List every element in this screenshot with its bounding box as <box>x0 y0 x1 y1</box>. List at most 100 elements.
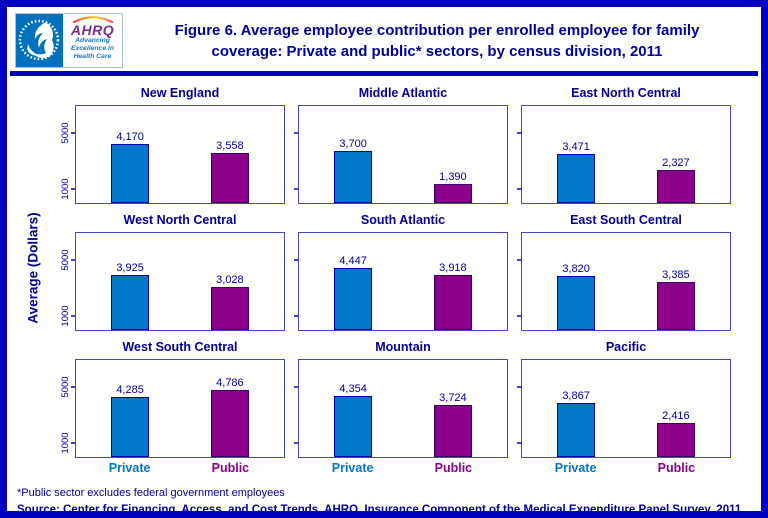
public-bar-value: 3,558 <box>216 139 244 152</box>
private-bar: 4,447 <box>334 255 373 330</box>
public-bar: 3,028 <box>210 274 249 330</box>
division-title: New England <box>140 86 220 100</box>
division-title: Mountain <box>375 340 431 354</box>
public-bar-value: 3,918 <box>439 261 467 274</box>
small-multiples-grid: New England 5000 1000 4,170 3,558 Privat… <box>60 86 731 477</box>
division-title: West South Central <box>122 340 238 354</box>
y-tick-label-5000: 5000 <box>60 122 71 144</box>
x-label-public: Public <box>211 461 250 475</box>
division-panel: East South Central 5000 1000 3,820 3,385… <box>517 213 731 331</box>
plot-area: 5000 1000 3,700 1,390 <box>294 105 508 204</box>
y-tick-mark-1000 <box>71 441 76 444</box>
x-label-private: Private <box>331 461 374 475</box>
private-bar-value: 3,700 <box>339 138 367 151</box>
y-tick-mark-5000 <box>71 131 76 134</box>
y-tick-mark-1000 <box>517 314 522 317</box>
private-bar-value: 4,354 <box>339 382 367 395</box>
public-bar-value: 2,327 <box>662 157 690 170</box>
y-tick-label-5000: 5000 <box>60 249 71 271</box>
y-tick-label-1000: 1000 <box>60 432 71 454</box>
division-panel: West North Central 5000 1000 3,925 3,028… <box>60 213 285 331</box>
header-divider <box>10 71 758 76</box>
source-text: Source: Center for Financing, Access, an… <box>17 504 742 516</box>
plot-area: 5000 1000 3,867 2,416 <box>517 359 731 458</box>
footer: *Public sector excludes federal governme… <box>7 477 761 516</box>
y-tick-label-1000: 1000 <box>60 305 71 327</box>
private-bar: 3,925 <box>111 262 150 330</box>
public-bar: 3,558 <box>210 140 249 203</box>
division-panel: Middle Atlantic 5000 1000 3,700 1,390 Pr… <box>294 86 508 204</box>
public-bar-value: 4,786 <box>216 376 244 389</box>
public-bar: 1,390 <box>433 171 472 203</box>
private-bar: 3,867 <box>557 390 596 457</box>
ahrq-logo-text-block: AHRQ Advancing Excellence in Health Care <box>63 14 122 67</box>
public-bar-value: 2,416 <box>662 410 690 423</box>
y-tick-mark-1000 <box>71 314 76 317</box>
x-label-public: Public <box>657 461 696 475</box>
x-axis-labels: Private Public <box>75 460 285 477</box>
y-tick-mark-5000 <box>294 258 299 261</box>
y-tick-mark-5000 <box>294 385 299 388</box>
x-axis-labels: Private Public <box>521 460 731 477</box>
public-bar: 3,724 <box>433 392 472 457</box>
private-bar-value: 3,867 <box>562 389 590 402</box>
y-tick-mark-5000 <box>517 258 522 261</box>
y-tick-label-1000: 1000 <box>60 178 71 200</box>
private-bar: 4,285 <box>111 384 150 457</box>
y-tick-mark-1000 <box>517 441 522 444</box>
plot-area: 5000 1000 4,447 3,918 <box>294 232 508 331</box>
x-label-public: Public <box>434 461 473 475</box>
plot-area: 5000 1000 4,354 3,724 <box>294 359 508 458</box>
ahrq-logo-text: AHRQ <box>70 22 115 38</box>
public-bar-value: 3,724 <box>439 391 467 404</box>
private-bar-value: 4,447 <box>339 254 367 267</box>
plot-area: 5000 1000 3,820 3,385 <box>517 232 731 331</box>
y-tick-mark-5000 <box>71 385 76 388</box>
y-tick-mark-1000 <box>294 314 299 317</box>
x-label-private: Private <box>554 461 597 475</box>
plot-area: 5000 1000 4,285 4,786 <box>60 359 285 458</box>
header: AHRQ Advancing Excellence in Health Care… <box>7 7 761 71</box>
private-bar-value: 4,170 <box>116 131 144 144</box>
x-label-private: Private <box>108 461 151 475</box>
division-title: Pacific <box>605 340 647 354</box>
division-panel: Pacific 5000 1000 3,867 2,416 Private Pu… <box>517 340 731 477</box>
division-title: West North Central <box>123 213 237 227</box>
public-bar: 2,416 <box>656 410 695 457</box>
private-bar: 4,170 <box>111 131 150 203</box>
public-bar-value: 1,390 <box>439 170 467 183</box>
ahrq-tagline-line2: Excellence in <box>70 45 115 53</box>
division-panel: Mountain 5000 1000 4,354 3,724 Private P… <box>294 340 508 477</box>
division-title: East North Central <box>571 86 681 100</box>
division-title: South Atlantic <box>360 213 446 227</box>
ahrq-tagline-line1: Advancing <box>75 37 110 44</box>
rainbow-arc-icon <box>72 16 113 23</box>
y-tick-mark-1000 <box>294 441 299 444</box>
plot-area: 5000 1000 3,471 2,327 <box>517 105 731 204</box>
division-panel: West South Central 5000 1000 4,285 4,786… <box>60 340 285 477</box>
plot-area: 5000 1000 3,925 3,028 <box>60 232 285 331</box>
public-bar: 4,786 <box>210 377 249 457</box>
private-bar: 4,354 <box>334 383 373 457</box>
y-axis-title: Average (Dollars) <box>25 212 41 324</box>
public-bar-value: 3,028 <box>216 274 244 287</box>
y-tick-mark-5000 <box>517 131 522 134</box>
private-bar: 3,700 <box>334 138 373 203</box>
private-bar: 3,820 <box>557 263 596 330</box>
charts-area: Average (Dollars) New England 5000 1000 … <box>7 76 761 477</box>
division-panel: East North Central 5000 1000 3,471 2,327… <box>517 86 731 204</box>
ahrq-hhs-logo: AHRQ Advancing Excellence in Health Care <box>15 13 123 68</box>
y-tick-mark-1000 <box>517 187 522 190</box>
y-tick-mark-1000 <box>294 187 299 190</box>
x-axis-labels: Private Public <box>298 460 508 477</box>
private-bar-value: 3,471 <box>562 141 590 154</box>
plot-area: 5000 1000 4,170 3,558 <box>60 105 285 204</box>
ahrq-tagline-line3: Health Care <box>73 53 112 61</box>
division-panel: South Atlantic 5000 1000 4,447 3,918 Pri… <box>294 213 508 331</box>
private-bar-value: 3,820 <box>562 263 590 276</box>
private-bar: 3,471 <box>557 141 596 203</box>
private-bar-value: 4,285 <box>116 383 144 396</box>
public-bar: 3,385 <box>656 269 695 330</box>
footnote-text: *Public sector excludes federal governme… <box>17 487 285 499</box>
